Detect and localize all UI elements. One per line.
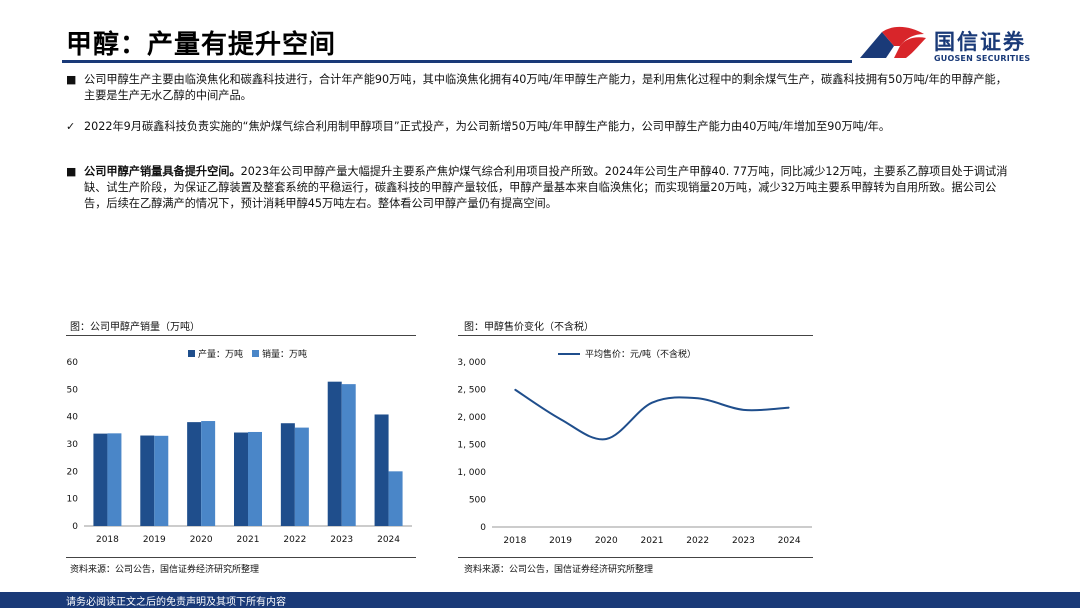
paragraph-1: ■ 公司甲醇生产主要由临涣焦化和碳鑫科技进行，合计年产能90万吨，其中临涣焦化拥… [66,72,1016,104]
right-chart-bottom-rule [458,557,813,558]
left-chart-title: 图：公司甲醇产销量（万吨） [70,322,200,333]
paragraph-2: ✓ 2022年9月碳鑫科技负责实施的“焦炉煤气综合利用制甲醇项目”正式投产，为公… [66,119,1016,135]
x-tick-label: 2022 [283,535,306,545]
production-sales-bar-chart: 0 10 20 30 40 50 60 2018 2019 2020 2021 2022 2023 202… [67,348,412,545]
bar-sales [107,433,122,526]
left-chart-bottom-rule [66,557,416,558]
x-tick-label: 2023 [732,536,755,546]
x-tick-label: 2021 [641,536,664,546]
bar-production [187,422,202,526]
y-tick-label: 0 [72,522,78,532]
y-tick-label: 2, 500 [457,386,486,396]
bar-production [140,435,155,526]
company-logo: 国信证券 GUOSEN SECURITIES [858,24,1058,66]
price-point [788,407,790,409]
right-chart-source: 资料来源：公司公告，国信证券经济研究所整理 [464,565,654,575]
logo-name: 国信证券 [934,30,1026,54]
x-tick-label: 2024 [778,536,801,546]
bar-production [234,432,248,526]
bar-sales [248,431,262,526]
y-tick-label: 2, 000 [457,413,486,423]
paragraph-text: 公司甲醇生产主要由临涣焦化和碳鑫科技进行，合计年产能90万吨，其中临涣焦化拥有4… [84,73,1007,102]
legend-label: 销量：万吨 [262,348,307,360]
right-chart-title-rule [458,335,813,336]
footer-bar: 请务必阅读正文之后的免责声明及其项下所有内容 [0,592,1080,608]
y-tick-label: 1, 000 [457,468,486,478]
square-bullet-icon: ■ [66,73,77,86]
bar-sales [201,421,216,526]
paragraph-heading: 公司甲醇产销量具备提升空间。 [84,165,241,178]
y-tick-label: 3, 000 [457,358,486,368]
legend-swatch [188,350,195,357]
x-tick-label: 2023 [330,535,353,545]
x-tick-label: 2022 [686,536,709,546]
bar-production [93,433,108,526]
page-title: 甲醇：产量有提升空间 [66,30,337,60]
paragraph-3: ■ 公司甲醇产销量具备提升空间。2023年公司甲醇产量大幅提升主要系产焦炉煤气综… [66,164,1016,212]
x-tick-label: 2020 [190,535,213,545]
bar-production [280,423,295,526]
legend-swatch [252,350,259,357]
x-tick-label: 2019 [549,536,572,546]
legend-label: 平均售价：元/吨（不含税） [585,348,696,360]
price-point [697,397,699,399]
legend-label: 产量：万吨 [198,348,243,360]
x-tick-label: 2018 [503,536,526,546]
y-tick-label: 1, 500 [457,441,486,451]
bar-production [327,381,342,526]
y-tick-label: 20 [67,467,79,477]
price-point [605,438,607,440]
bar-sales [294,427,309,526]
y-tick-label: 10 [67,495,79,505]
check-bullet-icon: ✓ [66,120,76,133]
price-point [651,402,653,404]
left-chart-title-rule [66,335,416,336]
bar-production [374,414,389,526]
y-tick-label: 0 [480,523,486,533]
footer-disclaimer: 请务必阅读正文之后的免责声明及其项下所有内容 [66,597,286,608]
right-chart-title: 图：甲醇售价变化（不含税） [464,322,594,333]
bar-sales [388,471,403,526]
logo-english-name: GUOSEN SECURITIES [934,54,1031,63]
price-point [742,409,744,411]
x-tick-label: 2019 [143,535,166,545]
x-tick-label: 2024 [377,535,400,545]
y-tick-label: 50 [67,385,79,395]
x-tick-label: 2018 [96,535,119,545]
price-point [514,389,516,390]
price-point [560,418,562,420]
x-tick-label: 2021 [237,535,260,545]
left-chart-source: 资料来源：公司公告，国信证券经济研究所整理 [70,565,260,575]
methanol-price-line-chart: 0 500 1, 000 1, 500 2, 000 2, 500 3, 000 2018 20… [457,348,812,546]
paragraph-text: 2022年9月碳鑫科技负责实施的“焦炉煤气综合利用制甲醇项目”正式投产，为公司新… [84,120,891,133]
price-series-line [514,388,790,441]
bar-sales [341,384,356,526]
title-divider [62,60,852,63]
guosen-logo-icon [860,26,926,58]
paragraph-text: 2023年公司甲醇产量大幅提升主要系产焦炉煤气综合利用项目投产所致。2024年公… [84,165,1008,210]
square-bullet-icon: ■ [66,165,77,178]
bar-sales [154,435,169,526]
y-tick-label: 40 [67,413,79,423]
y-tick-label: 500 [469,496,486,506]
x-tick-label: 2020 [595,536,618,546]
y-tick-label: 30 [67,440,79,450]
y-tick-label: 60 [67,358,79,368]
